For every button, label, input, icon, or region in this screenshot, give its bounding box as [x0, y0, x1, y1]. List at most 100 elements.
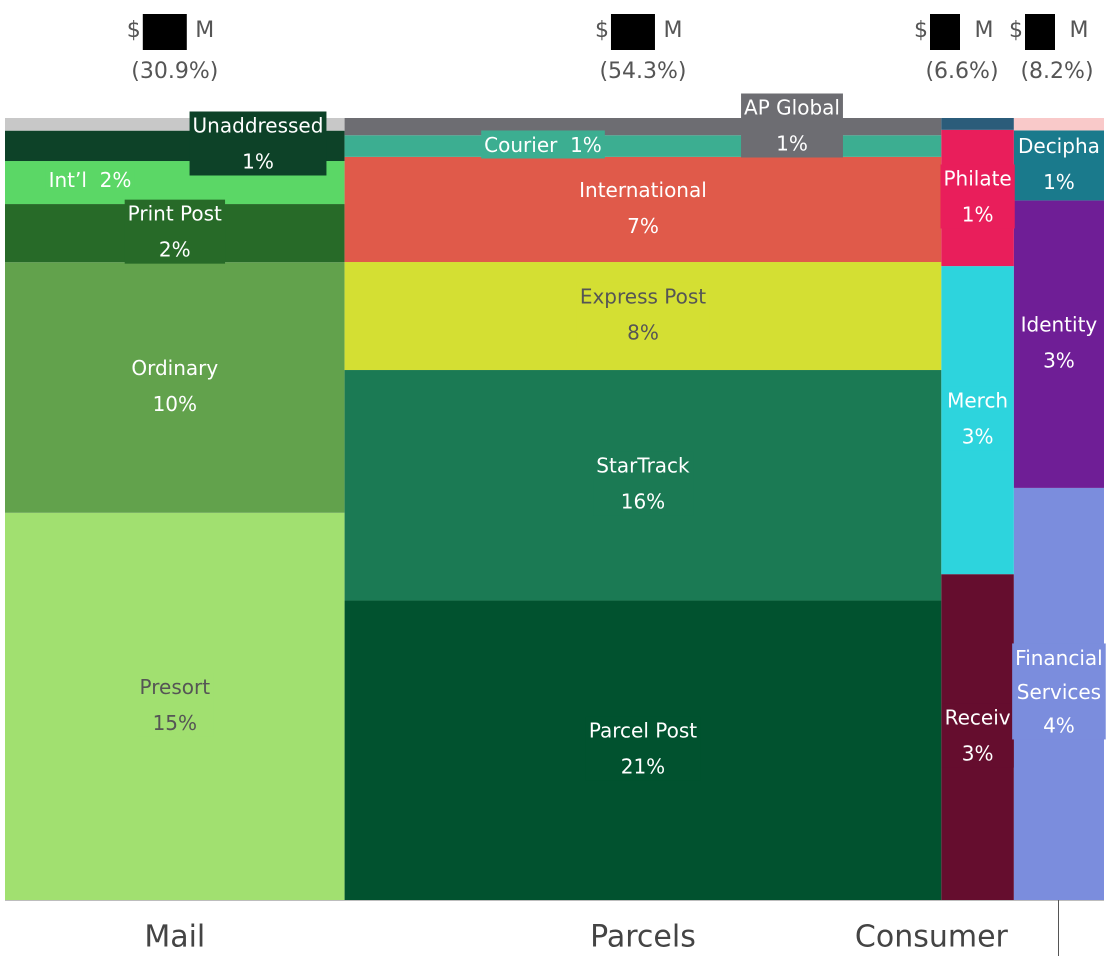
- segment-name: Express Post: [580, 285, 706, 309]
- segment-label: Identity 3%: [1017, 310, 1101, 375]
- label-background: [481, 130, 605, 159]
- segment: [941, 118, 1014, 130]
- segment-name: Identity: [1021, 313, 1098, 337]
- revenue-suffix: M: [1070, 18, 1089, 43]
- column-share: (6.6%): [925, 59, 998, 84]
- segment-value-label: 2%: [159, 238, 191, 262]
- segment-label: Courier 1%: [481, 130, 605, 159]
- segment-label: Express Post 8%: [576, 282, 710, 347]
- segment-label: AP Global 1%: [741, 93, 843, 158]
- column-share: (8.2%): [1020, 59, 1093, 84]
- label-background: [741, 93, 843, 158]
- segment-label: Presort 15%: [136, 672, 214, 737]
- segment-value-label: 10%: [153, 392, 197, 416]
- segment-value-label: 1%: [776, 132, 808, 156]
- segment-name: International: [579, 178, 707, 202]
- label-background: [45, 165, 135, 194]
- segment-value-label: 8%: [627, 321, 659, 345]
- segment-value-label: 1%: [962, 202, 994, 226]
- label-background: [940, 164, 1015, 229]
- segment-label: Int’l 2%: [45, 165, 135, 194]
- segment-label: International 7%: [576, 175, 710, 240]
- segment-value-label: 3%: [962, 742, 994, 766]
- segment-name: Parcel Post: [589, 719, 697, 743]
- label-background: [576, 175, 710, 240]
- segment-value-label: 1%: [1043, 170, 1075, 194]
- segment-name-text: Int’l: [49, 168, 87, 192]
- label-background: [136, 672, 214, 737]
- segment-label: Receiv 3%: [941, 703, 1014, 768]
- segment-name-text: Courier: [484, 133, 558, 157]
- label-background: [1017, 310, 1101, 375]
- segment-value-label: 7%: [627, 214, 659, 238]
- segment: [344, 135, 942, 157]
- revenue-suffix: M: [975, 18, 994, 43]
- label-background: [941, 703, 1014, 768]
- redaction: [930, 14, 960, 50]
- segment-name-line: Services: [1017, 679, 1101, 703]
- label-background: [1012, 643, 1106, 740]
- category-label: Consumer: [855, 920, 1009, 955]
- segment-name: Receiv: [945, 706, 1011, 730]
- segment-value-label: 4%: [1043, 713, 1075, 737]
- column-header: $ M: [127, 14, 214, 50]
- segment-value-label: 3%: [1043, 349, 1075, 373]
- segment-value-label: 21%: [621, 755, 665, 779]
- category-label: Mail: [144, 920, 205, 955]
- segment-name: Int’l 2%: [49, 168, 132, 192]
- label-background: [128, 354, 222, 419]
- segment-name-line: Financial: [1015, 645, 1103, 669]
- label-background: [593, 451, 694, 516]
- column-share: (54.3%): [599, 59, 686, 84]
- segment-label: Decipha 1%: [1014, 131, 1103, 196]
- revenue-suffix: M: [663, 18, 682, 43]
- segment: [1013, 118, 1104, 131]
- segment-label: Merch 3%: [944, 386, 1012, 451]
- column-header: $ M: [914, 14, 993, 50]
- segment-name: Unaddressed: [193, 114, 324, 138]
- label-background: [576, 282, 710, 347]
- segment-label: Financial Services 4%: [1012, 643, 1106, 740]
- column-share: (30.9%): [131, 59, 218, 84]
- segment-name: Financial Services: [1015, 645, 1103, 703]
- segment-name: Courier 1%: [484, 133, 602, 157]
- segment-name: Decipha: [1018, 134, 1100, 158]
- label-background: [585, 716, 701, 781]
- revenue-prefix: $: [1009, 18, 1023, 43]
- label-background: [189, 111, 327, 176]
- segment-value-label: 2%: [100, 168, 132, 192]
- revenue-prefix: $: [914, 18, 928, 43]
- redaction: [610, 14, 655, 50]
- revenue-suffix: M: [195, 18, 214, 43]
- redaction: [1025, 14, 1055, 50]
- segment-label: Unaddressed 1%: [189, 111, 327, 176]
- segment-value-label: 1%: [570, 133, 602, 157]
- category-label: Parcels: [590, 920, 696, 955]
- segment-label: Ordinary 10%: [128, 354, 222, 419]
- segment-name: Presort: [140, 675, 211, 699]
- label-background: [944, 386, 1012, 451]
- segment-label: Philate 1%: [940, 164, 1015, 229]
- segment-value-label: 15%: [153, 711, 197, 735]
- segment-value-label: 3%: [962, 425, 994, 449]
- segment-value-label: 16%: [621, 490, 665, 514]
- column-header: $ M: [595, 14, 682, 50]
- segment-name: StarTrack: [596, 454, 690, 478]
- segment-label: Print Post 2%: [124, 199, 226, 264]
- segment-value-label: 1%: [242, 150, 274, 174]
- segment-name: Ordinary: [131, 356, 218, 380]
- label-background: [124, 199, 226, 264]
- column-header: $ M: [1009, 14, 1088, 50]
- segment-name: AP Global: [744, 96, 840, 120]
- segment-label: StarTrack 16%: [593, 451, 694, 516]
- revenue-prefix: $: [127, 18, 141, 43]
- redaction: [142, 14, 187, 50]
- label-background: [1014, 131, 1103, 196]
- segment-name: Philate: [943, 166, 1011, 190]
- segment-name: Print Post: [128, 202, 222, 226]
- segment: [344, 118, 942, 136]
- segment-name: Merch: [947, 389, 1008, 413]
- revenue-prefix: $: [595, 18, 609, 43]
- segment-label: Parcel Post 21%: [585, 716, 701, 781]
